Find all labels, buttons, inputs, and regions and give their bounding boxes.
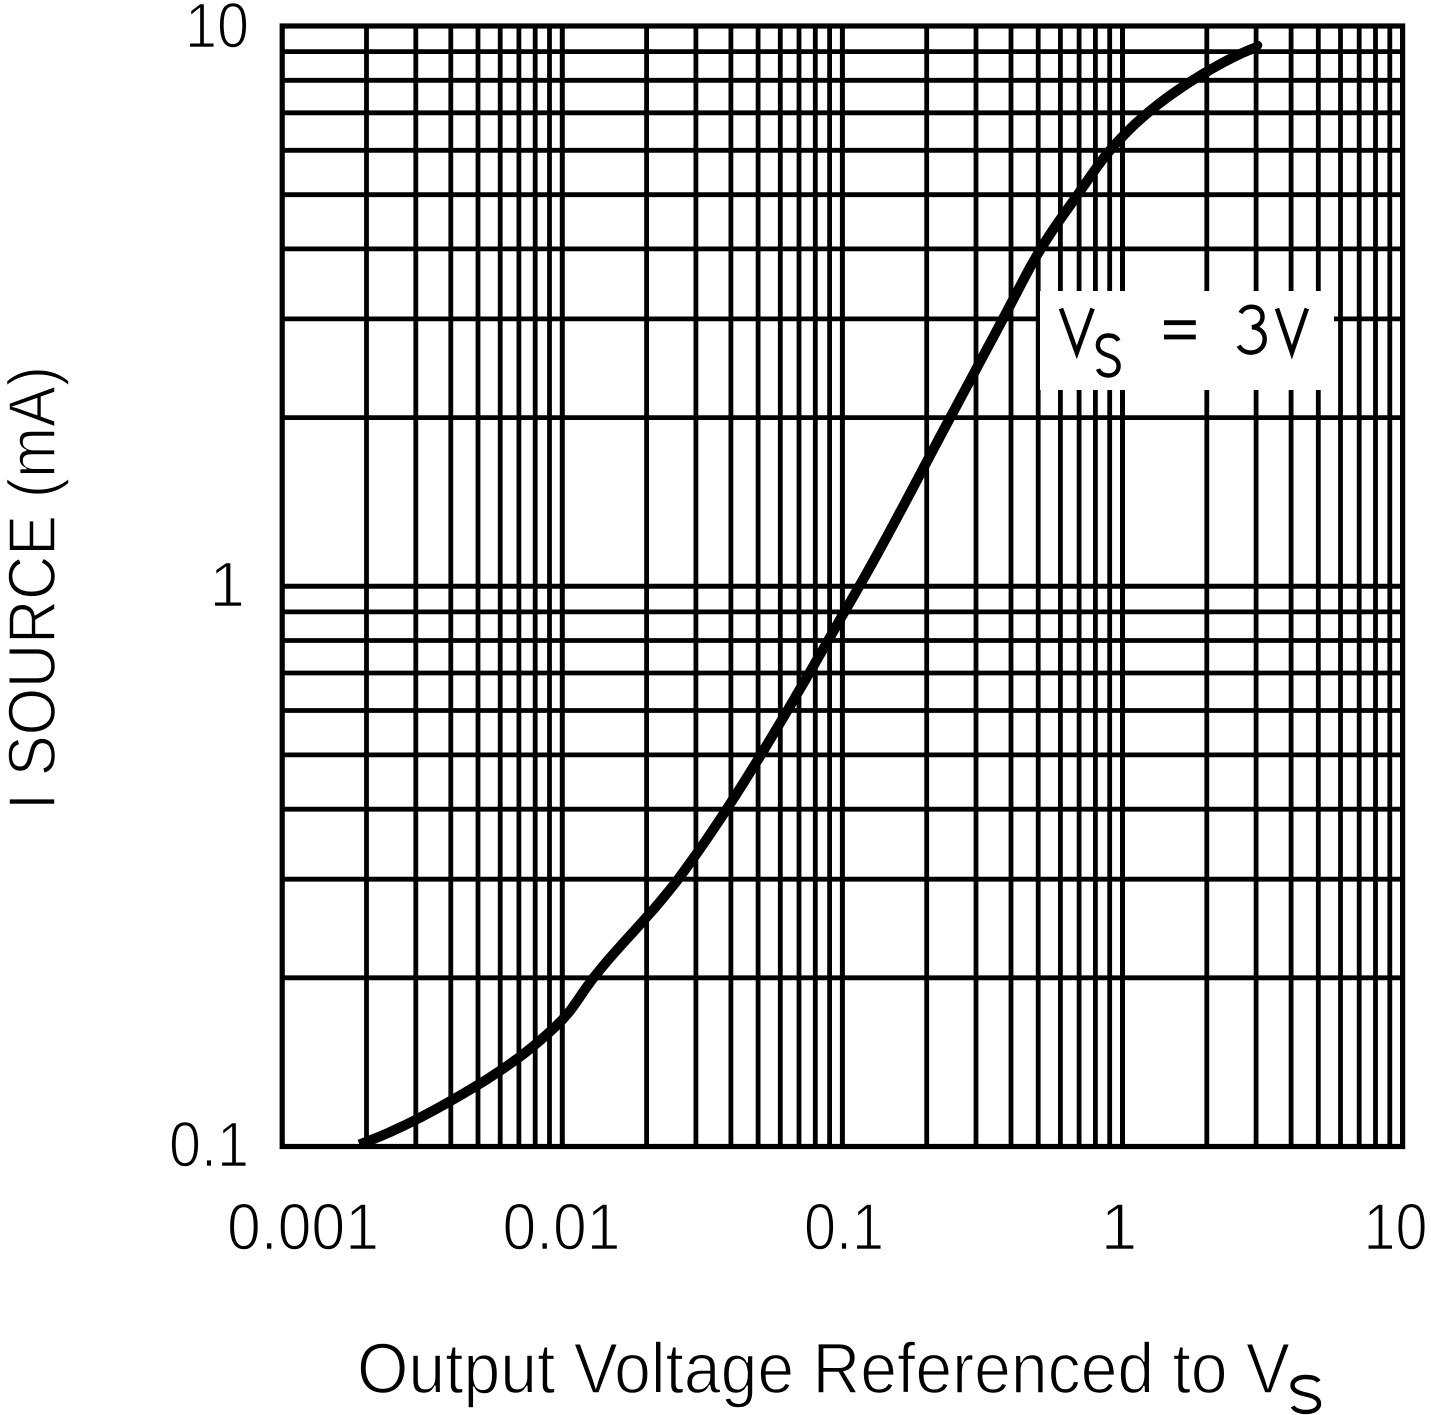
svg-text:0.01: 0.01 bbox=[503, 1190, 621, 1264]
svg-text:0.1: 0.1 bbox=[804, 1190, 884, 1264]
svg-text:1: 1 bbox=[1101, 1190, 1138, 1264]
svg-text:I SOURCE (mA): I SOURCE (mA) bbox=[0, 366, 70, 810]
svg-text:0.001: 0.001 bbox=[227, 1190, 379, 1264]
svg-text:Output Voltage Referenced to V: Output Voltage Referenced to V bbox=[357, 1330, 1291, 1409]
svg-text:1: 1 bbox=[209, 549, 245, 621]
svg-text:0.1: 0.1 bbox=[169, 1109, 249, 1181]
svg-text:10: 10 bbox=[1364, 1190, 1428, 1264]
svg-text:10: 10 bbox=[185, 0, 249, 62]
